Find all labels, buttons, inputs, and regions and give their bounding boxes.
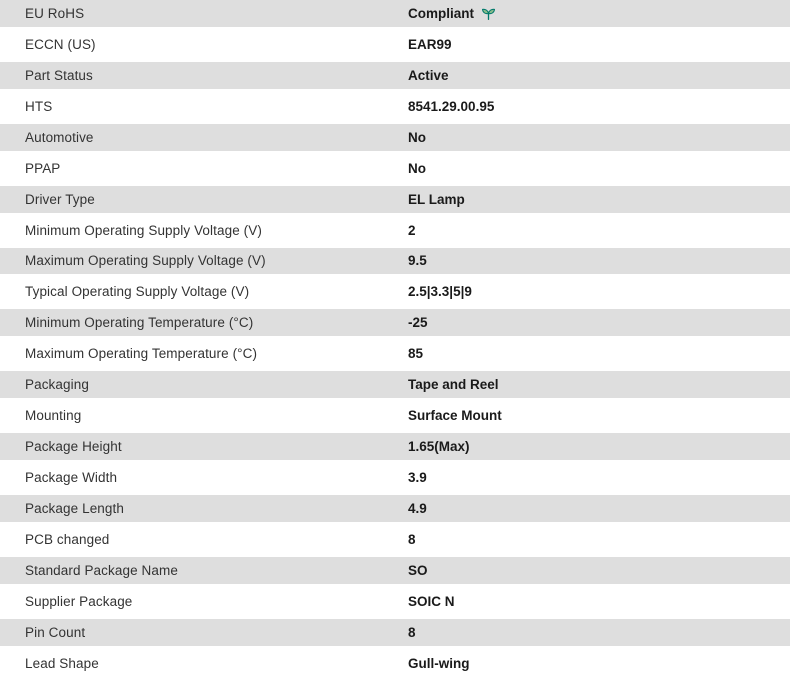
spec-row: Part Status Active — [0, 61, 790, 93]
spec-label: Typical Operating Supply Voltage (V) — [25, 284, 250, 300]
spec-label: PPAP — [25, 160, 61, 176]
spec-value: EAR99 — [408, 36, 452, 52]
spec-row: Driver Type EL Lamp — [0, 185, 790, 217]
spec-row: PCB changed 8 — [0, 525, 790, 557]
spec-value-cell: -25 — [408, 315, 428, 330]
spec-value-cell: Tape and Reel — [408, 377, 499, 392]
spec-label: Automotive — [25, 129, 94, 145]
spec-value-cell: Compliant — [408, 5, 496, 21]
spec-value: -25 — [408, 315, 428, 331]
spec-label: Part Status — [25, 67, 93, 83]
spec-value: 8 — [408, 531, 416, 547]
spec-label: Maximum Operating Temperature (°C) — [25, 346, 258, 362]
spec-label: Driver Type — [25, 191, 95, 207]
spec-value: 4.9 — [408, 500, 427, 516]
spec-label: EU RoHS — [25, 5, 85, 21]
spec-label: Minimum Operating Supply Voltage (V) — [25, 222, 262, 238]
spec-value-cell: 8 — [408, 532, 416, 547]
spec-row: Minimum Operating Temperature (°C) -25 — [0, 309, 790, 341]
spec-row: Package Width 3.9 — [0, 464, 790, 495]
spec-value-cell: Active — [408, 68, 449, 83]
spec-value: Compliant — [408, 5, 474, 21]
spec-value-cell: Gull-wing — [408, 656, 470, 671]
spec-value: Active — [408, 67, 449, 83]
spec-value-cell: SO — [408, 563, 428, 578]
spec-value: Gull-wing — [408, 655, 470, 671]
spec-value: 8 — [408, 624, 416, 640]
spec-row: Pin Count 8 — [0, 618, 790, 650]
spec-label: Package Width — [25, 470, 118, 486]
spec-row: EU RoHS Compliant — [0, 0, 790, 31]
spec-value-cell: 85 — [408, 346, 423, 361]
spec-value: SOIC N — [408, 593, 455, 609]
spec-value: 3.9 — [408, 470, 427, 486]
leaf-sprout-icon — [481, 6, 496, 21]
spec-value: 2 — [408, 222, 416, 238]
spec-row: PPAP No — [0, 154, 790, 186]
spec-value-cell: 9.5 — [408, 253, 427, 268]
spec-label: Standard Package Name — [25, 562, 178, 578]
spec-value-cell: EL Lamp — [408, 192, 465, 207]
spec-row: Minimum Operating Supply Voltage (V) 2 — [0, 216, 790, 248]
spec-value-cell: 1.65(Max) — [408, 439, 470, 454]
spec-row: Lead Shape Gull-wing — [0, 649, 790, 681]
spec-row: Maximum Operating Supply Voltage (V) 9.5 — [0, 247, 790, 279]
spec-value: No — [408, 160, 426, 176]
spec-value-cell: 3.9 — [408, 470, 427, 485]
spec-value-cell: Surface Mount — [408, 408, 502, 423]
spec-value-cell: 8541.29.00.95 — [408, 99, 494, 114]
spec-value-cell: 2 — [408, 223, 416, 238]
spec-label: HTS — [25, 98, 53, 114]
spec-value-cell: No — [408, 161, 426, 176]
spec-row: Typical Operating Supply Voltage (V) 2.5… — [0, 278, 790, 310]
spec-value-cell: 2.5|3.3|5|9 — [408, 284, 472, 299]
spec-row: Package Length 4.9 — [0, 495, 790, 526]
spec-value: Surface Mount — [408, 408, 502, 424]
spec-value-cell: 4.9 — [408, 501, 427, 516]
spec-label: PCB changed — [25, 531, 110, 547]
spec-label: Package Height — [25, 439, 122, 455]
spec-label: Mounting — [25, 408, 82, 424]
spec-row: Supplier Package SOIC N — [0, 587, 790, 619]
spec-row: Maximum Operating Temperature (°C) 85 — [0, 340, 790, 372]
spec-row: Automotive No — [0, 123, 790, 155]
spec-value: Tape and Reel — [408, 377, 499, 393]
spec-row: Packaging Tape and Reel — [0, 371, 790, 403]
spec-row: Mounting Surface Mount — [0, 402, 790, 434]
spec-value: No — [408, 129, 426, 145]
spec-value: 8541.29.00.95 — [408, 98, 495, 114]
spec-value: 9.5 — [408, 253, 427, 269]
spec-value: 2.5|3.3|5|9 — [408, 284, 472, 300]
spec-value-cell: 8 — [408, 625, 416, 640]
spec-row: Package Height 1.65(Max) — [0, 433, 790, 465]
spec-row: HTS 8541.29.00.95 — [0, 92, 790, 124]
spec-label: Pin Count — [25, 624, 86, 640]
spec-row: ECCN (US) EAR99 — [0, 30, 790, 62]
spec-label: ECCN (US) — [25, 36, 96, 52]
spec-label: Minimum Operating Temperature (°C) — [25, 315, 254, 331]
spec-row: Standard Package Name SO — [0, 556, 790, 588]
spec-value-cell: SOIC N — [408, 594, 455, 609]
spec-label: Package Length — [25, 500, 124, 516]
spec-value-cell: No — [408, 130, 426, 145]
spec-label: Lead Shape — [25, 655, 99, 671]
spec-value: SO — [408, 562, 428, 578]
spec-label: Maximum Operating Supply Voltage (V) — [25, 253, 266, 269]
spec-value: 1.65(Max) — [408, 439, 470, 455]
spec-value: 85 — [408, 346, 424, 362]
spec-label: Supplier Package — [25, 593, 133, 609]
spec-value: EL Lamp — [408, 191, 465, 207]
spec-label: Packaging — [25, 377, 89, 393]
spec-value-cell: EAR99 — [408, 37, 452, 52]
